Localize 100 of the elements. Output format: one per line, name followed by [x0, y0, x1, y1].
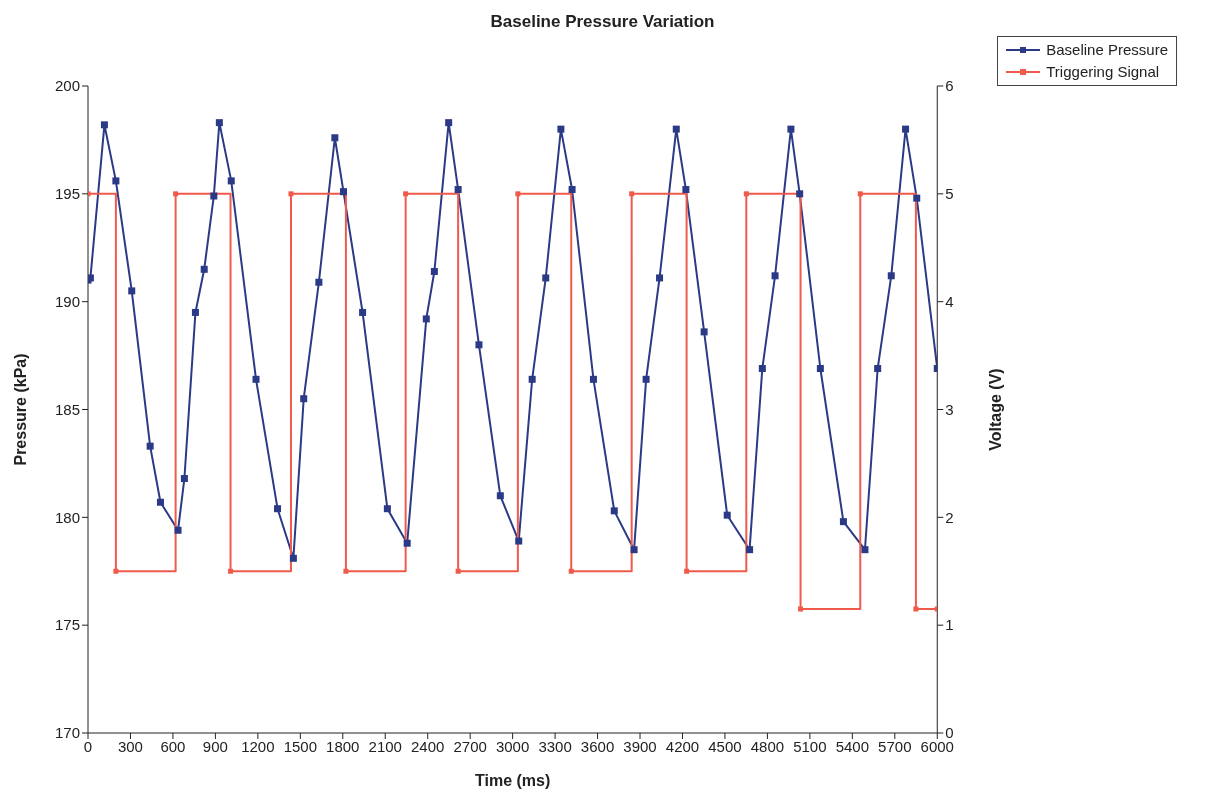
point	[210, 192, 218, 200]
x-tick-label: 2100	[368, 737, 402, 755]
point	[173, 191, 179, 197]
point	[100, 121, 108, 129]
point	[180, 475, 188, 483]
legend-label: Baseline Pressure	[1046, 40, 1168, 60]
x-tick-label: 900	[202, 737, 228, 755]
y-tick-label: 190	[54, 292, 80, 310]
y2-tick-label: 5	[945, 185, 954, 203]
point	[128, 287, 136, 295]
x-tick-label: 2700	[453, 737, 487, 755]
point	[902, 125, 910, 133]
point	[289, 554, 297, 562]
point	[874, 365, 882, 373]
y-tick-label: 175	[54, 616, 80, 634]
point	[630, 546, 638, 554]
y-tick-label: 200	[54, 77, 80, 95]
x-tick-label: 5700	[878, 737, 912, 755]
point	[887, 272, 895, 280]
point	[146, 442, 154, 450]
x-tick-label: 4500	[708, 737, 742, 755]
point	[455, 568, 461, 574]
point	[568, 568, 574, 574]
y-tick-label: 170	[54, 724, 80, 742]
point	[383, 505, 391, 513]
point	[528, 375, 536, 383]
point	[542, 274, 550, 282]
point	[839, 518, 847, 526]
x-tick-label: 600	[160, 737, 186, 755]
point	[496, 492, 504, 500]
point	[156, 498, 164, 506]
point	[743, 191, 749, 197]
point	[798, 606, 804, 612]
point	[787, 125, 795, 133]
point	[642, 375, 650, 383]
y-tick-label: 185	[54, 400, 80, 418]
point	[913, 194, 921, 202]
point	[422, 315, 430, 323]
point	[515, 537, 523, 545]
point	[191, 308, 199, 316]
point	[274, 505, 282, 513]
point	[339, 188, 347, 196]
x-tick-label: 5400	[835, 737, 870, 755]
x-tick-label: 1500	[283, 737, 317, 755]
y2-tick-label: 2	[945, 508, 954, 526]
point	[288, 191, 294, 197]
point	[758, 365, 766, 373]
point	[359, 308, 367, 316]
point	[816, 365, 824, 373]
point	[454, 186, 462, 194]
point	[700, 328, 708, 336]
point	[174, 526, 182, 534]
point	[771, 272, 779, 280]
x-tick-label: 3900	[623, 737, 657, 755]
x-tick-label: 3000	[495, 737, 530, 755]
y-axis-title: Pressure (kPa)	[11, 353, 29, 466]
point	[228, 568, 234, 574]
point	[629, 191, 635, 197]
chart-title: Baseline Pressure Variation	[489, 11, 716, 33]
point	[589, 375, 597, 383]
x-tick-label: 0	[83, 737, 93, 755]
x-axis-title: Time (ms)	[474, 772, 551, 789]
legend-label: Triggering Signal	[1046, 62, 1160, 82]
x-tick-label: 5100	[793, 737, 827, 755]
y-tick-label: 195	[54, 185, 80, 203]
point	[112, 177, 120, 185]
point	[861, 546, 869, 554]
point	[796, 190, 804, 198]
x-tick-label: 3300	[538, 737, 572, 755]
point	[430, 267, 438, 275]
point	[723, 511, 731, 519]
point	[682, 186, 690, 194]
point	[656, 274, 664, 282]
x-tick-label: 4200	[665, 737, 700, 755]
point	[515, 191, 521, 197]
point	[403, 191, 409, 197]
x-tick-label: 1200	[241, 737, 275, 755]
x-tick-label: 2400	[411, 737, 445, 755]
point	[227, 177, 235, 185]
point	[672, 125, 680, 133]
point	[913, 606, 919, 612]
y2-tick-label: 1	[945, 616, 954, 634]
point	[403, 539, 411, 547]
x-tick-label: 4800	[750, 737, 785, 755]
y2-axis-title: Voltage (V)	[986, 368, 1004, 451]
point	[568, 186, 576, 194]
y2-tick-label: 6	[945, 77, 954, 95]
y2-tick-label: 4	[945, 292, 954, 310]
x-tick-label: 300	[117, 737, 143, 755]
point	[475, 341, 483, 349]
point	[300, 395, 308, 403]
x-tick-label: 3600	[580, 737, 615, 755]
point	[113, 568, 119, 574]
point	[557, 125, 565, 133]
point	[684, 568, 690, 574]
point	[331, 134, 339, 142]
point	[610, 507, 618, 515]
point	[746, 546, 754, 554]
y2-tick-label: 3	[945, 400, 954, 418]
point	[857, 191, 863, 197]
